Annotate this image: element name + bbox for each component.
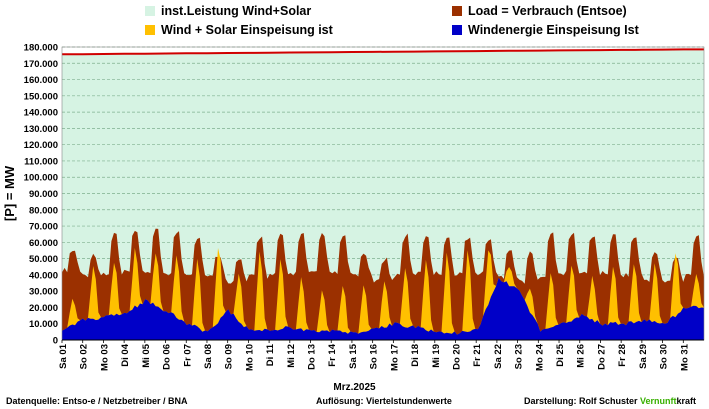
x-tick-label: Mi 05 (141, 343, 152, 367)
x-tick-label: So 23 (514, 344, 525, 369)
footer-brand-green: Vernunft (640, 396, 677, 406)
legend-swatch-windsolar (145, 25, 155, 35)
x-tick-label: Sa 15 (348, 343, 359, 369)
series-line-inst (61, 48, 704, 56)
plot-area (61, 46, 704, 341)
y-tick-label: 150.000 (24, 91, 58, 102)
legend-item-inst: inst.Leistung Wind+Solar (145, 4, 311, 18)
legend-item-windsolar: Wind + Solar Einspeisung ist (145, 23, 333, 37)
y-tick-label: 70.000 (29, 222, 58, 233)
x-tick-label: Do 27 (597, 344, 608, 370)
x-tick-label: Fr 14 (327, 343, 338, 366)
y-axis-label: [P] = MW (2, 165, 17, 221)
legend-swatch-wind (452, 25, 462, 35)
x-tick-label: Mi 19 (431, 344, 442, 368)
x-tick-label: Do 20 (452, 344, 463, 370)
y-tick-label: 20.000 (29, 303, 58, 314)
x-tick-label: So 30 (659, 344, 670, 369)
x-tick-label: Mi 12 (286, 344, 297, 368)
legend-label-load: Load = Verbrauch (Entsoe) (468, 4, 627, 18)
x-tick-label: Mi 26 (576, 344, 587, 368)
y-tick-label: 160.000 (24, 75, 58, 86)
x-tick-label: Do 06 (162, 344, 173, 370)
y-tick-label: 180.000 (24, 43, 58, 54)
legend-label-wind: Windenergie Einspeisung Ist (468, 23, 639, 37)
y-tick-label: 140.000 (24, 108, 58, 119)
x-tick-label: So 09 (224, 344, 235, 369)
footer-resolution: Auflösung: Viertelstundenwerte (316, 396, 452, 406)
y-tick-label: 110.000 (24, 156, 58, 167)
x-tick-label: Mo 17 (389, 344, 400, 371)
legend-label-windsolar: Wind + Solar Einspeisung ist (161, 23, 333, 37)
y-tick-label: 120.000 (24, 140, 58, 151)
legend-item-load: Load = Verbrauch (Entsoe) (452, 4, 627, 18)
x-tick-label: Fr 21 (472, 343, 483, 366)
x-tick-label: Di 11 (265, 343, 276, 366)
y-tick-label: 60.000 (29, 238, 58, 249)
x-tick-label: So 16 (369, 344, 380, 369)
x-tick-label: Sa 29 (638, 344, 649, 369)
y-tick-label: 130.000 (24, 124, 58, 135)
legend-label-inst: inst.Leistung Wind+Solar (161, 4, 312, 18)
y-tick-label: 40.000 (29, 270, 58, 281)
x-tick-label: Mo 10 (244, 344, 255, 371)
y-tick-label: 10.000 (29, 319, 58, 330)
x-tick-label: Di 25 (555, 343, 566, 366)
x-tick-label: Di 04 (120, 343, 131, 366)
legend-item-wind: Windenergie Einspeisung Ist (452, 23, 639, 37)
x-tick-label: Mo 24 (534, 343, 545, 371)
y-tick-label: 50.000 (29, 254, 58, 265)
footer-brand: Vernunftkraft (640, 396, 696, 406)
legend-swatch-inst (145, 6, 155, 16)
x-tick-label: Di 18 (410, 344, 421, 367)
y-tick-label: 80.000 (29, 205, 58, 216)
legend-swatch-load (452, 6, 462, 16)
x-tick-label: Mo 31 (679, 343, 690, 371)
x-axis-label: Mrz.2025 (333, 382, 376, 393)
y-tick-label: 30.000 (29, 287, 58, 298)
x-tick-label: So 02 (79, 344, 90, 369)
x-tick-label: Do 13 (307, 344, 318, 370)
x-tick-label: Sa 08 (203, 344, 214, 369)
x-tick-label: Sa 01 (58, 343, 69, 369)
x-tick-label: Fr 28 (617, 344, 628, 367)
y-tick-label: 90.000 (29, 189, 58, 200)
y-tick-label: 0 (53, 336, 58, 347)
series-area-wind (62, 277, 704, 340)
y-tick-label: 100.000 (24, 173, 58, 184)
footer-brand-black: kraft (676, 396, 697, 406)
x-tick-label: Sa 22 (493, 344, 504, 369)
x-tick-label: Fr 07 (182, 344, 193, 367)
y-tick-label: 170.000 (24, 59, 58, 70)
footer-author: Darstellung: Rolf Schuster (524, 396, 638, 406)
footer-source: Datenquelle: Entso-e / Netzbetreiber / B… (6, 396, 188, 406)
axes: 0 10.000 20.000 30.000 40.000 50.000 60.000 70.… (2, 43, 705, 371)
x-tick-label: Mo 03 (99, 344, 110, 371)
